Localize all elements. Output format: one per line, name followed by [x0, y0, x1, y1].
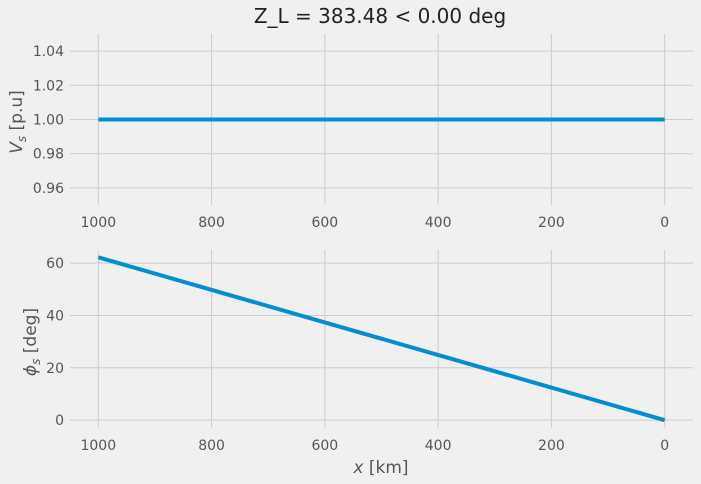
- bottom-y-tick-label: 60: [46, 256, 64, 272]
- bottom-x-tick-label: 200: [538, 438, 565, 454]
- top-x-ticks: 1000 800 600 400 200 0: [80, 215, 669, 231]
- bottom-series-line: [97, 255, 666, 423]
- top-y-tick-label: 0.98: [33, 147, 64, 163]
- top-y-tick-label: 1.04: [33, 44, 64, 60]
- bottom-x-ticks: 1000 800 600 400 200 0: [80, 438, 669, 454]
- bottom-x-tick-label: 1000: [80, 438, 116, 454]
- top-y-ticks: 0.96 0.98 1.00 1.02 1.04: [33, 44, 64, 197]
- bottom-x-axis-label: x [km]: [352, 458, 408, 478]
- top-x-tick-label: 400: [425, 215, 452, 231]
- top-x-tick-label: 200: [538, 215, 565, 231]
- top-y-tick-label: 1.00: [33, 113, 64, 129]
- bottom-series: [97, 255, 666, 423]
- bottom-y-axis-label: ϕs [deg]: [21, 308, 43, 376]
- bottom-y-tick-label: 0: [55, 413, 64, 429]
- top-y-tick-label: 0.96: [33, 181, 64, 197]
- chart-title: Z_L = 383.48 < 0.00 deg: [254, 4, 506, 28]
- top-x-tick-label: 1000: [80, 215, 116, 231]
- bottom-x-tick-label: 600: [311, 438, 338, 454]
- bottom-panel-angle: 1000 800 600 400 200 0 0 20 40 60 ϕs [deg] x [km…: [21, 250, 693, 478]
- bottom-y-ticks: 0 20 40 60: [46, 256, 64, 429]
- bottom-x-tick-label: 0: [660, 438, 669, 454]
- bottom-y-tick-label: 20: [46, 361, 64, 377]
- bottom-y-tick-label: 40: [46, 308, 64, 324]
- bottom-grid: [70, 250, 693, 428]
- top-x-tick-label: 600: [311, 215, 338, 231]
- top-x-tick-label: 800: [198, 215, 225, 231]
- top-y-tick-label: 1.02: [33, 78, 64, 94]
- bottom-x-tick-label: 800: [198, 438, 225, 454]
- bottom-x-tick-label: 400: [425, 438, 452, 454]
- top-panel-voltage: 1000 800 600 400 200 0 0.96 0.98 1.00 1.02 1.04 V…: [7, 34, 693, 231]
- top-x-tick-label: 0: [660, 215, 669, 231]
- top-y-axis-label: Vs [p.u]: [7, 90, 29, 154]
